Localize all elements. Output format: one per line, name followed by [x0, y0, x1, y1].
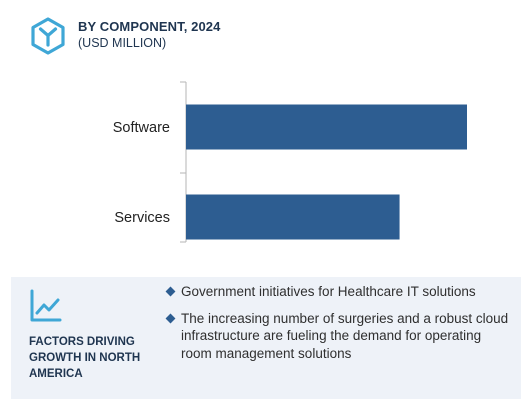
chart-header: BY COMPONENT, 2024 (USD MILLION): [28, 14, 508, 62]
chart-title: BY COMPONENT, 2024: [78, 19, 221, 34]
factor-item: The increasing number of surgeries and a…: [165, 310, 515, 363]
bar-software: [186, 104, 467, 150]
factor-text: The increasing number of surgeries and a…: [181, 310, 509, 361]
bars-group: Software Services: [113, 104, 467, 240]
line-chart-icon: [30, 289, 62, 322]
factor-text: Government initiatives for Healthcare IT…: [181, 284, 476, 299]
bar-services: [186, 194, 400, 240]
category-label-services: Services: [114, 210, 170, 226]
factor-item: Government initiatives for Healthcare IT…: [165, 283, 515, 301]
diamond-bullet-icon: [165, 286, 176, 297]
bar-chart: Software Services: [113, 81, 467, 243]
diamond-bullet-icon: [165, 313, 176, 323]
hexagon-logo-icon: [31, 17, 65, 55]
factors-panel: FACTORS DRIVING GROWTH IN NORTH AMERICA …: [11, 277, 521, 399]
y-axis: [180, 81, 187, 243]
category-label-software: Software: [113, 120, 170, 136]
factors-label: FACTORS DRIVING GROWTH IN NORTH AMERICA: [29, 336, 141, 380]
chart-subtitle: (USD MILLION): [78, 36, 167, 50]
factors-list: Government initiatives for Healthcare IT…: [165, 283, 515, 371]
